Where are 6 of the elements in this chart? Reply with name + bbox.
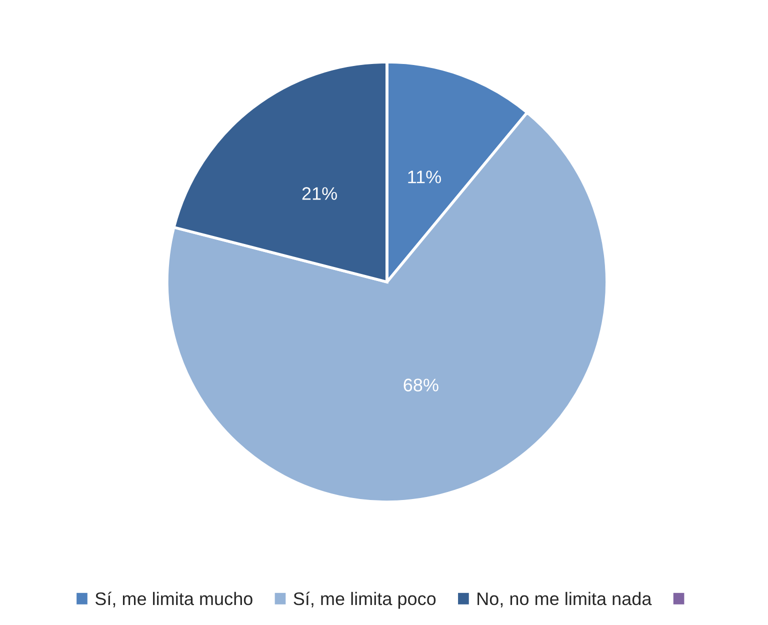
legend-label: Sí, me limita mucho xyxy=(95,592,252,608)
data-label: 68% xyxy=(404,378,438,392)
legend-label: Sí, me limita poco xyxy=(294,592,436,609)
legend-label: No, no me limita nada xyxy=(478,592,652,608)
data-label: 21% xyxy=(302,187,337,200)
data-label: 11% xyxy=(408,170,441,184)
